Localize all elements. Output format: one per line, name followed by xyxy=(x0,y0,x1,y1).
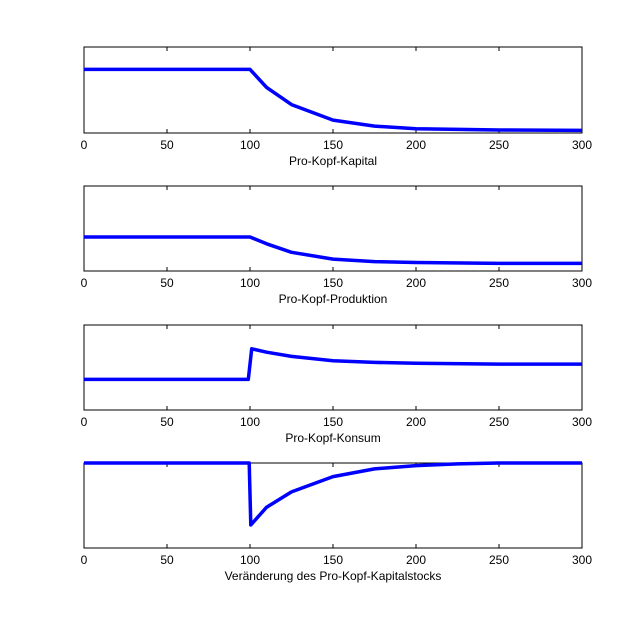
x-tick-label: 0 xyxy=(81,553,88,567)
x-tick-label: 150 xyxy=(323,553,343,567)
x-tick-label: 200 xyxy=(406,276,426,290)
x-tick-label: 250 xyxy=(489,138,509,152)
x-tick-label: 0 xyxy=(81,415,88,429)
x-axis-label: Veränderung des Pro-Kopf-Kapitalstocks xyxy=(225,569,442,583)
x-tick-label: 0 xyxy=(81,276,88,290)
x-tick-label: 150 xyxy=(323,415,343,429)
series-line-1 xyxy=(84,461,582,527)
series-line-1 xyxy=(84,347,582,382)
x-tick-label: 100 xyxy=(240,138,260,152)
x-tick-label: 50 xyxy=(160,553,174,567)
axes-frame xyxy=(83,324,583,411)
x-tick-label: 200 xyxy=(406,553,426,567)
x-tick-label: 250 xyxy=(489,553,509,567)
subplot-1: 0 50 100 150 200 250 300 Pro-Kopf-Kapital xyxy=(81,46,592,168)
x-tick-label: 150 xyxy=(323,138,343,152)
x-tick-label: 50 xyxy=(160,415,174,429)
x-tick-label: 300 xyxy=(572,553,592,567)
x-tick-label: 150 xyxy=(323,276,343,290)
x-tick-label: 300 xyxy=(572,415,592,429)
subplot-2: 0 50 100 150 200 250 300 Pro-Kopf-Produktion xyxy=(81,185,592,306)
x-tick-label: 200 xyxy=(406,415,426,429)
x-tick-label: 100 xyxy=(240,553,260,567)
x-tick-label: 100 xyxy=(240,276,260,290)
subplot-4: 0 50 100 150 200 250 300 Veränderung des Pro-Ko… xyxy=(81,461,592,583)
x-tick-label: 250 xyxy=(489,415,509,429)
x-tick-label: 50 xyxy=(160,276,174,290)
x-tick-label: 300 xyxy=(572,138,592,152)
series-line-1 xyxy=(84,67,583,133)
x-axis-label: Pro-Kopf-Kapital xyxy=(289,154,377,168)
x-tick-label: 250 xyxy=(489,276,509,290)
x-tick-label: 200 xyxy=(406,138,426,152)
x-tick-label: 50 xyxy=(160,138,174,152)
x-tick-label: 0 xyxy=(81,138,88,152)
x-axis-label: Pro-Kopf-Konsum xyxy=(285,431,380,445)
series-line-1 xyxy=(84,235,582,266)
x-tick-label: 100 xyxy=(240,415,260,429)
axes-frame xyxy=(83,185,583,272)
x-axis-label: Pro-Kopf-Produktion xyxy=(279,292,388,306)
subplot-3: 0 50 100 150 200 250 300 Pro-Kopf-Konsum xyxy=(81,324,592,445)
x-tick-label: 300 xyxy=(572,276,592,290)
